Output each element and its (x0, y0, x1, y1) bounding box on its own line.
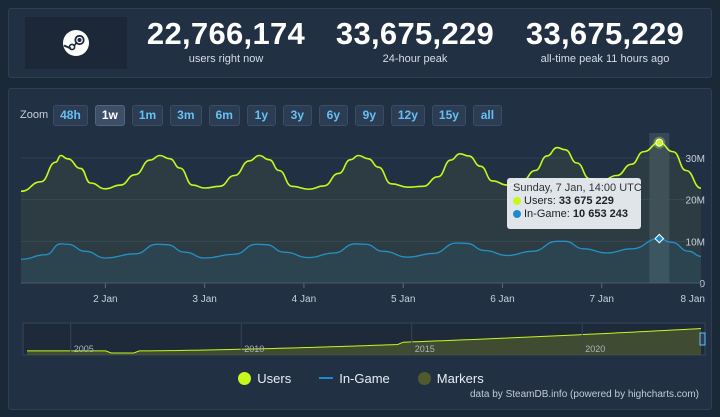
steam-logo (25, 17, 127, 69)
x-tick-label: 4 Jan (292, 294, 316, 305)
x-tick-label: 6 Jan (490, 294, 514, 305)
series-users-line (20, 141, 702, 193)
zoom-buttons: 48h 1w 1m 3m 6m 1y 3y 6y 9y 12y 15y all (53, 104, 509, 126)
navigator-tick-label: 2020 (585, 344, 605, 354)
y-tick-label: 10M (686, 237, 705, 248)
navigator-tick-label: 2010 (244, 344, 264, 354)
zoom-bar: Zoom 48h 1w 1m 3m 6m 1y 3y 6y 9y 12y 15y all (20, 104, 509, 126)
zoom-button-3y[interactable]: 3y (282, 104, 312, 126)
tooltip-users-label: Users: (524, 195, 556, 207)
ingame-dot-icon (513, 210, 521, 218)
tooltip-title: Sunday, 7 Jan, 14:00 UTC (513, 182, 642, 194)
y-tick-label: 30M (686, 154, 705, 165)
stat-24h-peak: 33,675,229 24-hour peak (325, 16, 505, 66)
legend-ingame-label: In-Game (339, 370, 390, 386)
chart-credits[interactable]: data by SteamDB.info (powered by highcha… (470, 389, 699, 400)
navigator-handle (699, 332, 706, 346)
stat-all-time-peak: 33,675,229 all-time peak 11 hours ago (515, 16, 695, 66)
chart-svg[interactable]: 0 10M 20M 30M 2 Jan 3 Jan 4 Jan 5 Jan 6 Jan 7 Jan… (9, 89, 713, 411)
navigator-area (27, 328, 701, 355)
stat-label: all-time peak 11 hours ago (540, 53, 670, 65)
tooltip-users-row: Users: 33 675 229 (513, 195, 635, 208)
zoom-button-48h[interactable]: 48h (53, 104, 88, 126)
users-dot-icon (513, 197, 521, 205)
x-tick-label: 8 Jan (681, 294, 705, 305)
zoom-button-15y[interactable]: 15y (431, 104, 466, 126)
navigator-tick-label: 2005 (74, 344, 94, 354)
legend-users-label: Users (257, 370, 292, 386)
highlight-users-point (655, 138, 664, 147)
zoom-label: Zoom (20, 109, 49, 121)
x-tick-label: 3 Jan (192, 294, 216, 305)
steam-logo-icon (63, 30, 89, 56)
chart-panel: Zoom 48h 1w 1m 3m 6m 1y 3y 6y 9y 12y 15y all 0 10M 20… (8, 88, 712, 410)
zoom-button-all[interactable]: all (472, 104, 502, 126)
y-tick-label: 0 (699, 279, 705, 290)
series-ingame-line (20, 237, 702, 260)
stat-label: users right now (188, 53, 264, 65)
stat-label: 24-hour peak (382, 53, 448, 65)
zoom-button-6m[interactable]: 6m (208, 104, 240, 126)
legend-item-ingame[interactable]: In-Game (319, 371, 390, 386)
chart-legend: Users In-Game Markers (9, 369, 713, 387)
navigator-line (27, 328, 702, 354)
x-tick-label: 5 Jan (391, 294, 415, 305)
crosshair-band (649, 133, 670, 283)
legend-item-users[interactable]: Users (238, 371, 291, 386)
navigator-tick-label: 2015 (415, 344, 435, 354)
zoom-button-1m[interactable]: 1m (131, 104, 164, 126)
chart-tooltip: Sunday, 7 Jan, 14:00 UTC Users: 33 675 2… (507, 178, 642, 229)
zoom-button-12y[interactable]: 12y (390, 104, 425, 126)
stat-value: 33,675,229 (525, 16, 685, 51)
tooltip-ingame-value: 10 653 243 (572, 208, 628, 220)
x-tick-label: 2 Jan (93, 294, 117, 305)
stats-panel: 22,766,174 users right now 33,675,229 24… (8, 8, 712, 78)
stat-value: 33,675,229 (335, 16, 495, 51)
stat-value: 22,766,174 (146, 16, 306, 51)
legend-item-markers[interactable]: Markers (417, 370, 484, 386)
series-ingame-area (21, 238, 701, 283)
legend-users-dot-icon (238, 371, 252, 385)
highlight-ingame-point (654, 233, 665, 244)
zoom-button-1w[interactable]: 1w (94, 104, 125, 126)
tooltip-users-value: 33 675 229 (558, 195, 614, 207)
zoom-button-1y[interactable]: 1y (246, 104, 276, 126)
x-tick-label: 7 Jan (589, 294, 613, 305)
legend-ingame-line-icon (319, 377, 334, 379)
legend-markers-dot-icon (417, 371, 431, 385)
tooltip-ingame-label: In-Game: (524, 208, 570, 220)
zoom-button-6y[interactable]: 6y (318, 104, 348, 126)
zoom-button-9y[interactable]: 9y (354, 104, 384, 126)
tooltip-ingame-row: In-Game: 10 653 243 (513, 208, 635, 221)
legend-markers-label: Markers (436, 370, 484, 386)
series-users-area (21, 142, 701, 283)
y-tick-label: 20M (686, 196, 705, 207)
stat-users-now: 22,766,174 users right now (136, 16, 316, 66)
zoom-button-3m[interactable]: 3m (170, 104, 202, 126)
